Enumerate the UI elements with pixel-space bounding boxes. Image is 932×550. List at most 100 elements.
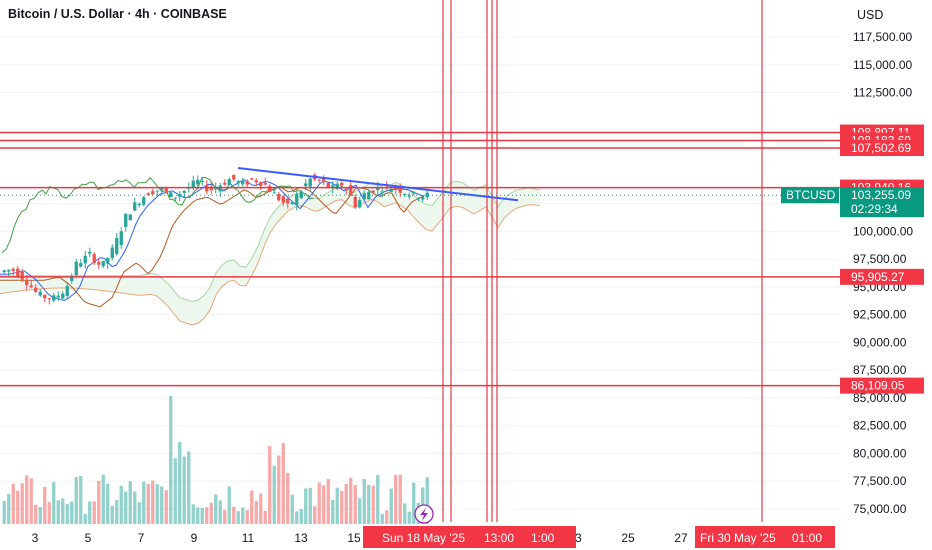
volume-bar <box>349 477 353 524</box>
date-tag-fri-date: Fri 30 May '25 <box>700 531 776 545</box>
lightning-icon <box>414 504 434 524</box>
candle-body <box>106 257 110 264</box>
volume-bar <box>223 509 227 524</box>
time-tick-label: 7 <box>138 531 145 545</box>
price-tick-label: 92,500.00 <box>853 308 907 322</box>
candle-body <box>79 263 83 267</box>
candle-body <box>119 231 123 245</box>
price-tick-label: 77,500.00 <box>853 474 907 488</box>
price-tick-label: 112,500.00 <box>853 86 912 100</box>
candle-body <box>88 251 92 254</box>
grid <box>0 36 840 510</box>
candle-body <box>97 262 101 265</box>
candle-body <box>263 182 267 185</box>
volume-bar <box>191 504 195 524</box>
candle-body <box>425 192 429 198</box>
volume-bar <box>25 475 29 524</box>
volume-bar <box>214 494 218 524</box>
candle-body <box>344 189 348 191</box>
candle-body <box>124 214 128 227</box>
candle-body <box>241 181 245 185</box>
volume-bar <box>353 485 357 524</box>
price-tags: 108,897.11108,183.69107,502.69103,940.16… <box>363 124 924 548</box>
trendline-layer <box>0 167 840 202</box>
volume-bar <box>371 485 375 524</box>
candle-body <box>52 295 56 301</box>
candle-body <box>196 179 200 185</box>
volume-bar <box>20 483 24 524</box>
candle-body <box>133 202 137 211</box>
volume-bar <box>110 505 114 524</box>
candle-body <box>74 261 78 276</box>
candle-body <box>389 189 393 192</box>
candle-body <box>70 275 74 281</box>
volume-bar <box>412 482 416 524</box>
candle-body <box>43 294 47 299</box>
candle-body <box>38 291 42 296</box>
candle-body <box>331 185 335 189</box>
candle-body <box>137 203 141 205</box>
volume-bar <box>286 472 290 524</box>
volume-bar <box>313 506 317 524</box>
candle-body <box>227 179 231 185</box>
level-price-tag-label: 107,502.69 <box>851 141 911 155</box>
candlesticks <box>2 172 429 305</box>
time-tick-label: 27 <box>674 531 688 545</box>
volume-bar <box>358 498 362 524</box>
time-tick-label: 3 <box>32 531 39 545</box>
volume-bar <box>380 513 384 524</box>
volume-bar <box>29 478 33 524</box>
volume-bar <box>151 480 155 524</box>
volume-bar <box>272 465 276 524</box>
volume-bar <box>137 502 141 524</box>
volume-bar <box>308 487 312 524</box>
volume-bars <box>2 396 429 524</box>
volume-bar <box>259 493 263 524</box>
candle-body <box>146 193 150 196</box>
level-price-tag-label: 95,905.27 <box>851 270 905 284</box>
price-tick-label: 115,000.00 <box>853 58 912 72</box>
candle-body <box>164 188 168 192</box>
volume-bar <box>200 508 204 524</box>
candle-body <box>160 188 164 191</box>
candle-body <box>412 191 416 194</box>
current-price-tag <box>840 187 924 218</box>
candle-body <box>236 181 240 183</box>
candle-body <box>61 293 65 299</box>
volume-bar <box>326 479 330 524</box>
candle-body <box>407 195 411 197</box>
candle-body <box>304 183 308 186</box>
candle-body <box>349 185 353 196</box>
symbol-tag-label: BTCUSD <box>786 188 836 202</box>
lagging-span <box>1 176 315 254</box>
volume-bar <box>83 513 87 524</box>
volume-bar <box>407 511 411 524</box>
volume-bar <box>70 501 74 524</box>
candle-body <box>218 185 222 192</box>
candle-body <box>286 198 290 204</box>
candle-body <box>182 190 186 193</box>
candle-body <box>25 280 29 286</box>
candle-body <box>214 187 218 190</box>
volume-bar <box>97 480 101 524</box>
leading-span-b <box>0 199 541 326</box>
candle-body <box>403 194 407 196</box>
volume-bar <box>43 487 47 524</box>
candle-body <box>277 193 281 201</box>
candle-body <box>200 180 204 182</box>
volume-bar <box>124 491 128 524</box>
currency-label[interactable]: USD <box>857 8 884 22</box>
volume-bar <box>344 483 348 524</box>
candle-body <box>47 298 51 300</box>
current-price-label: 103,255.09 <box>851 188 911 202</box>
candle-body <box>142 197 146 205</box>
volume-bar <box>88 501 92 524</box>
price-tick-label: 80,000.00 <box>853 446 907 460</box>
volume-bar <box>299 509 303 524</box>
volume-bar <box>74 477 78 524</box>
candle-body <box>191 180 195 188</box>
candle-body <box>254 180 258 183</box>
candle-body <box>295 194 299 206</box>
volume-bar <box>155 484 159 524</box>
